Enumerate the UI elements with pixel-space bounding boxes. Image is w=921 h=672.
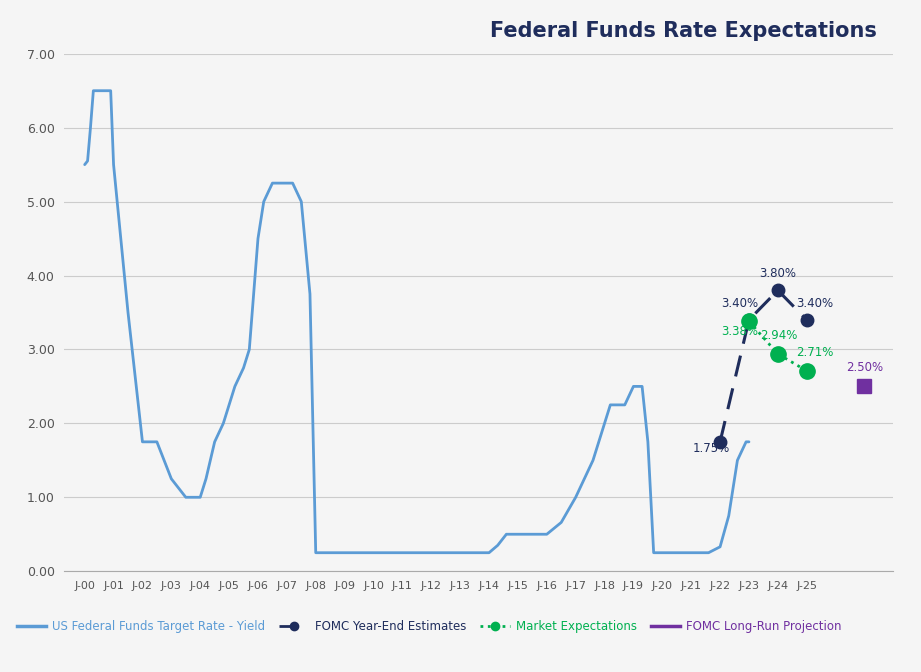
Legend: US Federal Funds Target Rate - Yield, FOMC Year-End Estimates, Market Expectatio: US Federal Funds Target Rate - Yield, FO… [12, 616, 846, 638]
Text: 2.94%: 2.94% [761, 329, 798, 342]
Text: 2.50%: 2.50% [845, 361, 883, 374]
Text: 2.71%: 2.71% [796, 346, 834, 359]
Text: 3.40%: 3.40% [797, 296, 834, 310]
Text: 1.75%: 1.75% [693, 442, 730, 455]
Text: 3.38%: 3.38% [721, 325, 758, 337]
Text: Federal Funds Rate Expectations: Federal Funds Rate Expectations [490, 21, 877, 41]
Text: 3.40%: 3.40% [721, 296, 758, 310]
Text: 3.80%: 3.80% [759, 267, 797, 280]
